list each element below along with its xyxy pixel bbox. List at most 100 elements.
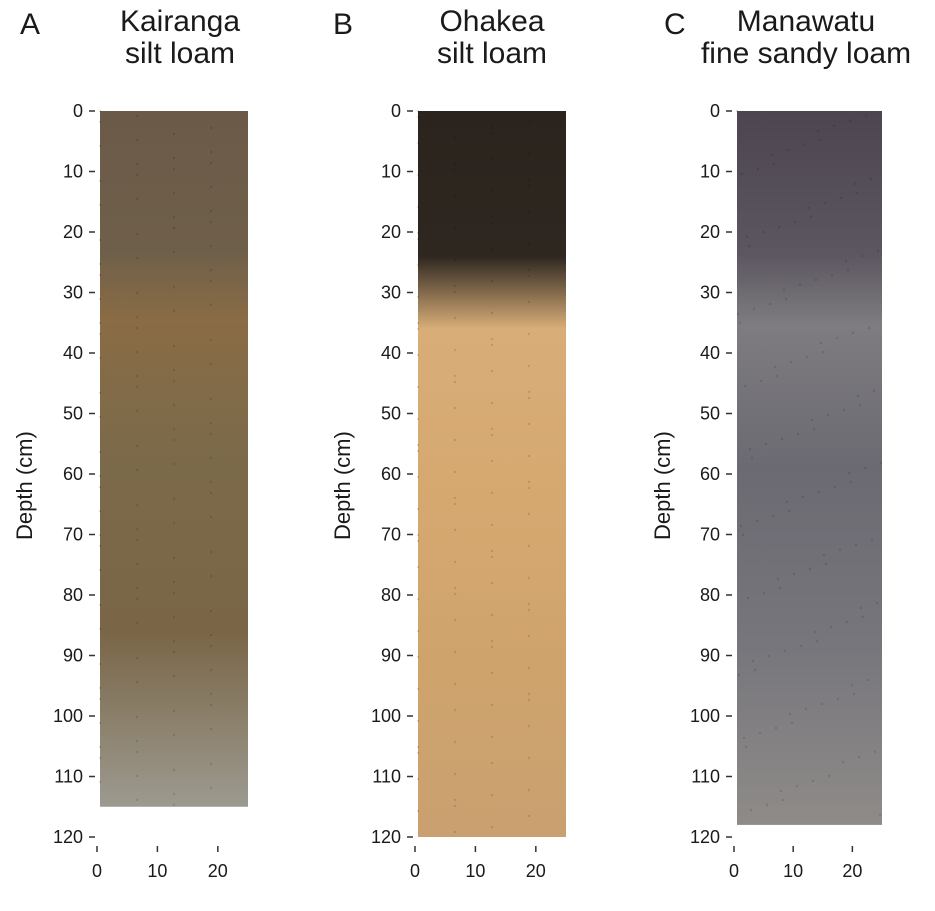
texture-speck — [209, 279, 213, 283]
panel-title-line: Kairanga — [119, 5, 241, 38]
texture-speck — [490, 793, 494, 797]
texture-speck — [813, 630, 817, 634]
texture-speck — [416, 719, 420, 723]
x-tick-label: 20 — [842, 861, 862, 881]
texture-speck — [453, 348, 457, 352]
y-tick-label: 10 — [700, 162, 720, 182]
y-tick-label: 20 — [381, 222, 401, 242]
y-tick-label: 100 — [690, 706, 720, 726]
texture-speck — [790, 721, 794, 725]
texture-speck — [859, 606, 863, 610]
texture-speck — [453, 374, 457, 378]
texture-speck — [855, 191, 859, 195]
panel-title: Ohakea silt loam — [352, 6, 632, 70]
y-tick-label: 30 — [381, 283, 401, 303]
texture-speck — [209, 338, 213, 342]
texture-speck — [832, 124, 836, 128]
texture-speck — [777, 225, 781, 229]
texture-speck — [490, 581, 494, 585]
texture-speck — [739, 524, 743, 528]
texture-speck — [209, 491, 213, 495]
texture-speck — [490, 343, 494, 347]
texture-speck — [172, 167, 176, 171]
texture-speck — [826, 413, 830, 417]
texture-speck — [172, 344, 176, 348]
texture-speck — [98, 627, 102, 631]
texture-speck — [416, 777, 420, 781]
texture-speck — [527, 634, 531, 638]
texture-speck — [135, 409, 139, 413]
texture-speck — [490, 221, 494, 225]
texture-speck — [490, 157, 494, 161]
texture-speck — [745, 235, 749, 239]
texture-speck — [839, 196, 843, 200]
texture-speck — [812, 427, 816, 431]
texture-speck — [743, 384, 747, 388]
texture-speck — [793, 220, 797, 224]
y-tick-label: 70 — [63, 525, 83, 545]
texture-speck — [135, 385, 139, 389]
texture-speck — [849, 480, 853, 484]
texture-speck — [453, 380, 457, 384]
texture-speck — [209, 480, 213, 484]
texture-speck — [135, 350, 139, 354]
texture-speck — [453, 804, 457, 808]
texture-speck — [527, 390, 531, 394]
texture-speck — [98, 697, 102, 701]
texture-speck — [416, 449, 420, 453]
texture-speck — [453, 618, 457, 622]
texture-speck — [490, 639, 494, 643]
texture-speck — [527, 666, 531, 670]
texture-speck — [453, 290, 457, 294]
texture-speck — [738, 321, 742, 325]
texture-speck — [453, 194, 457, 198]
texture-speck — [98, 474, 102, 478]
texture-speck — [172, 368, 176, 372]
texture-speck — [836, 697, 840, 701]
texture-speck — [172, 438, 176, 442]
texture-speck — [98, 297, 102, 301]
texture-speck — [787, 509, 791, 513]
texture-speck — [135, 256, 139, 260]
texture-speck — [780, 437, 784, 441]
texture-speck — [172, 156, 176, 160]
texture-speck — [172, 733, 176, 737]
texture-speck — [98, 603, 102, 607]
texture-speck — [172, 768, 176, 772]
texture-speck — [867, 326, 871, 330]
texture-speck — [490, 337, 494, 341]
texture-speck — [98, 544, 102, 548]
texture-speck — [416, 417, 420, 421]
texture-speck — [490, 549, 494, 553]
y-tick-label: 100 — [371, 706, 401, 726]
texture-speck — [416, 237, 420, 241]
texture-speck — [830, 273, 834, 277]
y-tick-label: 10 — [381, 162, 401, 182]
texture-speck — [527, 242, 531, 246]
texture-speck — [453, 316, 457, 320]
texture-speck — [852, 692, 856, 696]
y-tick-label: 120 — [53, 827, 83, 847]
texture-speck — [799, 644, 803, 648]
texture-speck — [527, 178, 531, 182]
texture-speck — [490, 613, 494, 617]
texture-speck — [135, 562, 139, 566]
texture-speck — [527, 422, 531, 426]
texture-speck — [850, 683, 854, 687]
texture-speck — [798, 283, 802, 287]
texture-speck — [135, 114, 139, 118]
texture-speck — [453, 438, 457, 442]
texture-speck — [453, 592, 457, 596]
texture-speck — [416, 751, 420, 755]
texture-speck — [135, 315, 139, 319]
texture-speck — [848, 119, 852, 123]
texture-speck — [98, 568, 102, 572]
texture-speck — [875, 601, 879, 605]
texture-speck — [98, 745, 102, 749]
y-tick-label: 0 — [710, 101, 720, 121]
y-tick-label: 120 — [690, 827, 720, 847]
texture-speck — [807, 206, 811, 210]
texture-speck — [527, 576, 531, 580]
texture-speck — [209, 397, 213, 401]
texture-speck — [527, 454, 531, 458]
